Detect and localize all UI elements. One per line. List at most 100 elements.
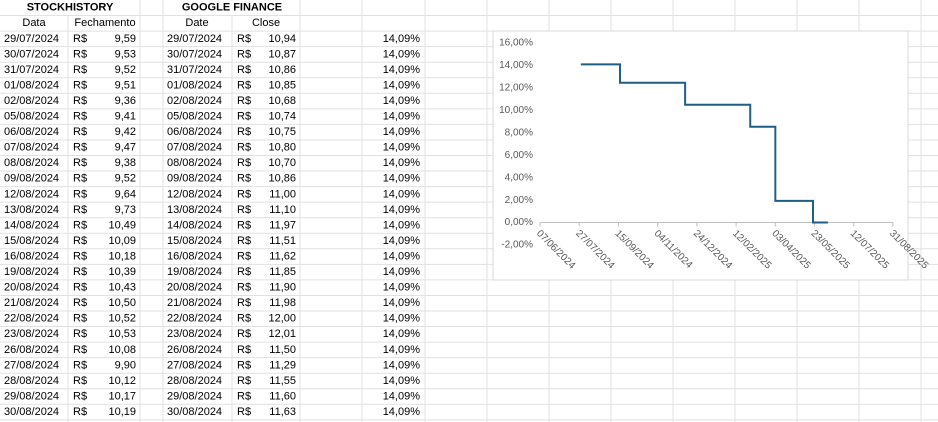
cell: 10,80	[268, 142, 296, 154]
cell: R$	[73, 48, 87, 60]
cell: 9,90	[115, 359, 136, 371]
cell: 11,97	[269, 219, 296, 231]
y-tick-label: -2,00%	[501, 240, 533, 251]
y-tick-label: 2,00%	[505, 195, 533, 206]
cell: 14,09%	[383, 79, 421, 91]
cell: 13/08/2024	[167, 204, 222, 216]
cell: 10,52	[108, 313, 136, 325]
cell: 19/08/2024	[4, 266, 59, 278]
y-tick-label: 4,00%	[505, 172, 533, 183]
cell: 9,52	[115, 173, 136, 185]
cell: R$	[237, 344, 251, 356]
cell: 12/08/2024	[4, 188, 59, 200]
y-tick-label: 12,00%	[499, 83, 533, 94]
cell: 11,55	[269, 375, 296, 387]
cell: R$	[237, 204, 251, 216]
cell: 31/07/2024	[167, 64, 222, 76]
cell: 11,29	[269, 359, 296, 371]
cell: 14,09%	[383, 235, 421, 247]
cell: 11,10	[269, 204, 296, 216]
cell: 16/08/2024	[167, 250, 222, 262]
cell: R$	[73, 33, 87, 45]
cell: 11,50	[269, 344, 296, 356]
cell: R$	[237, 406, 251, 418]
cell: 14,09%	[383, 375, 421, 387]
cell: 29/08/2024	[4, 390, 59, 402]
cell: R$	[73, 328, 87, 340]
cell: 14,09%	[383, 142, 421, 154]
cell: 10,50	[108, 297, 136, 309]
cell: 14,09%	[383, 48, 421, 60]
cell: R$	[73, 359, 87, 371]
cell: 9,59	[115, 33, 136, 45]
cell: 9,51	[115, 79, 136, 91]
cell: R$	[237, 126, 251, 138]
cell: R$	[73, 235, 87, 247]
cell: 9,47	[115, 142, 136, 154]
cell: 07/08/2024	[4, 142, 59, 154]
merged-header	[163, 0, 300, 16]
cell: 23/08/2024	[167, 328, 222, 340]
cell: R$	[237, 33, 251, 45]
cell: 10,87	[268, 48, 296, 60]
cell: R$	[237, 375, 251, 387]
cell: 22/08/2024	[167, 313, 222, 325]
cell: 01/08/2024	[167, 79, 222, 91]
cell: R$	[237, 173, 251, 185]
cell: 02/08/2024	[167, 95, 222, 107]
cell: 11,90	[269, 282, 296, 294]
cell: 14,09%	[383, 219, 421, 231]
cell: R$	[73, 64, 87, 76]
cell: 14,09%	[383, 390, 421, 402]
cell: 14,09%	[383, 250, 421, 262]
cell: 10,75	[268, 126, 296, 138]
cell: 12,00	[268, 313, 296, 325]
cell: 9,42	[115, 126, 136, 138]
cell: 09/08/2024	[4, 173, 59, 185]
y-tick-label: 8,00%	[505, 127, 533, 138]
cell: 20/08/2024	[167, 282, 222, 294]
y-tick-label: 14,00%	[499, 60, 533, 71]
cell: 15/08/2024	[4, 235, 59, 247]
cell: 9,36	[115, 95, 136, 107]
cell: 30/07/2024	[4, 48, 59, 60]
cell: 14,09%	[383, 282, 421, 294]
cell: 21/08/2024	[4, 297, 59, 309]
cell: 06/08/2024	[167, 126, 222, 138]
cell: 14,09%	[383, 188, 421, 200]
cell: R$	[73, 219, 87, 231]
cell: R$	[73, 111, 87, 123]
cell: 27/08/2024	[167, 359, 222, 371]
cell: R$	[237, 359, 251, 371]
cell: 10,18	[108, 250, 136, 262]
cell: R$	[237, 64, 251, 76]
cell: R$	[73, 297, 87, 309]
cell: 15/08/2024	[167, 235, 222, 247]
cell: 10,17	[108, 390, 136, 402]
data-line	[580, 63, 828, 224]
cell: 14,09%	[383, 173, 421, 185]
cell: 28/08/2024	[167, 375, 222, 387]
cell: R$	[237, 282, 251, 294]
cell: 14,09%	[383, 204, 421, 216]
cell: 10,43	[108, 282, 136, 294]
cell: 01/08/2024	[4, 79, 59, 91]
cell: 10,70	[268, 157, 296, 169]
cell: R$	[73, 344, 87, 356]
y-tick-label: 10,00%	[499, 105, 533, 116]
cell: 11,85	[269, 266, 296, 278]
cell: 11,00	[269, 188, 296, 200]
cell: 16/08/2024	[4, 250, 59, 262]
col-header: Date	[185, 17, 208, 29]
cell: 10,09	[108, 235, 136, 247]
cell: R$	[73, 188, 87, 200]
cell: 14,09%	[383, 313, 421, 325]
cell: R$	[237, 219, 251, 231]
chart-area	[492, 30, 909, 281]
col-header: Close	[252, 17, 280, 29]
merged-header	[0, 0, 140, 16]
cell: 02/08/2024	[4, 95, 59, 107]
cell: 12/08/2024	[167, 188, 222, 200]
